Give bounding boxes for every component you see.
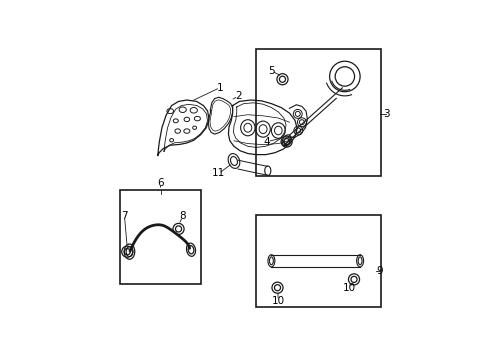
Bar (256, 49, 380, 176)
Text: 5: 5 (268, 66, 274, 76)
Text: 9: 9 (375, 266, 382, 276)
Bar (256, 215, 380, 307)
Text: 1: 1 (216, 82, 223, 93)
Text: 8: 8 (179, 211, 185, 221)
Bar (120, 190, 200, 284)
Text: 10: 10 (342, 283, 355, 293)
Text: 2: 2 (234, 91, 241, 101)
Text: 4: 4 (264, 136, 270, 147)
Text: 11: 11 (212, 168, 225, 179)
Text: 7: 7 (121, 211, 127, 221)
Text: 6: 6 (157, 178, 163, 188)
Text: 10: 10 (271, 296, 285, 306)
Text: 3: 3 (382, 109, 389, 119)
